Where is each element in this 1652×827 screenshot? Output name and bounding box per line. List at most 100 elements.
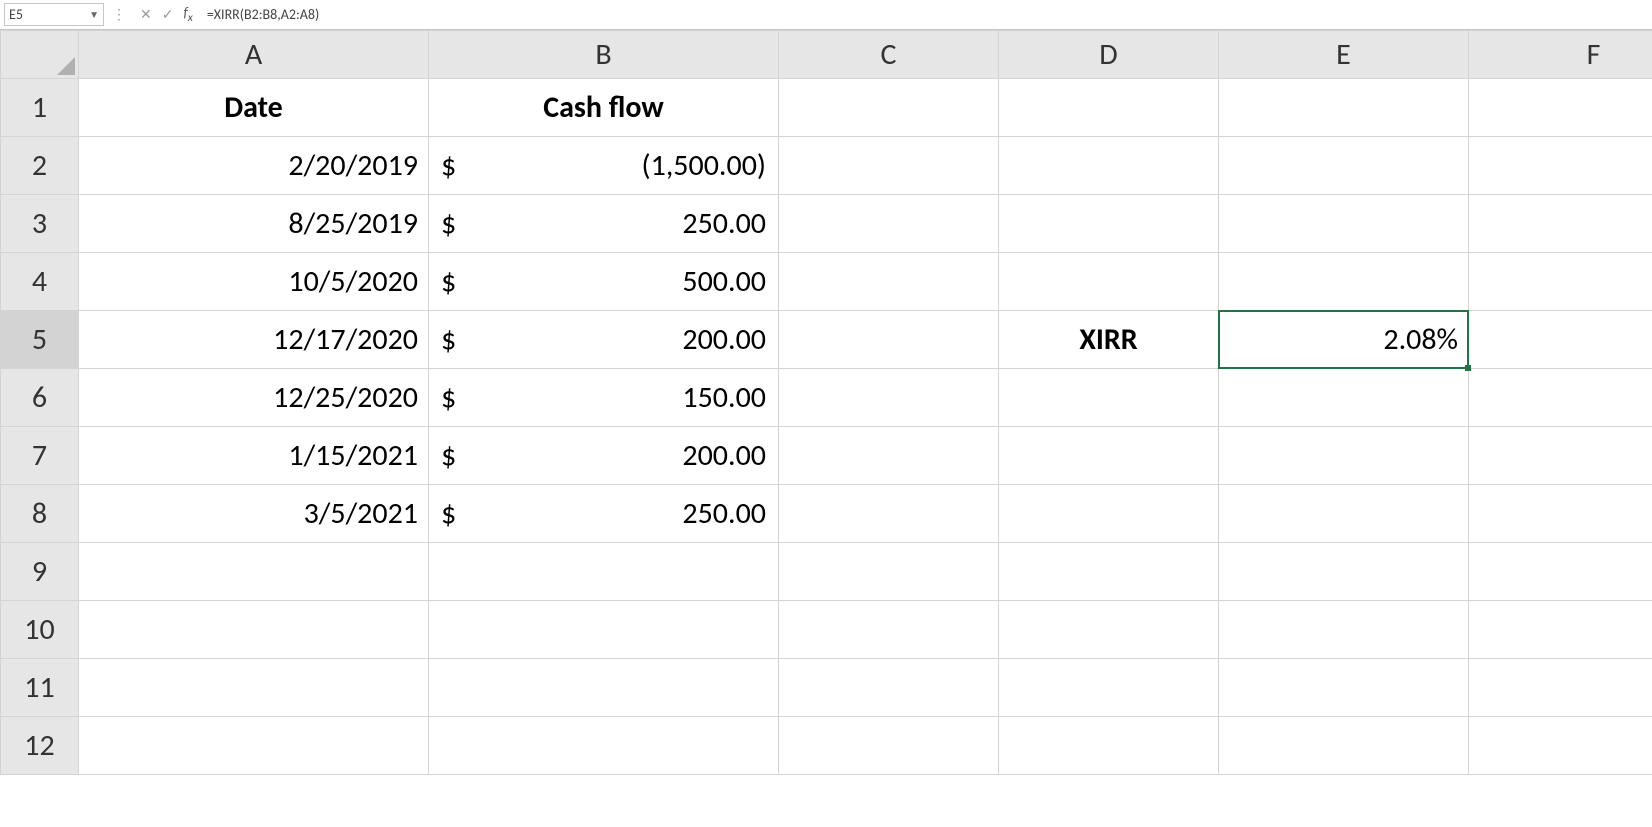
cell-E7[interactable] [1219,427,1469,485]
fx-icon[interactable]: fx [183,4,192,25]
cell-A7[interactable]: 1/15/2021 [79,427,429,485]
cell-C12[interactable] [779,717,999,775]
cell-D7[interactable] [999,427,1219,485]
cell-E11[interactable] [1219,659,1469,717]
row-header-3[interactable]: 3 [1,195,79,253]
cell-C2[interactable] [779,137,999,195]
cell-A5[interactable]: 12/17/2020 [79,311,429,369]
cell-E2[interactable] [1219,137,1469,195]
cell-E1[interactable] [1219,79,1469,137]
cell-F7[interactable] [1469,427,1652,485]
cell-D3[interactable] [999,195,1219,253]
cell-B9[interactable] [429,543,779,601]
cell-E3[interactable] [1219,195,1469,253]
cell-B2[interactable]: $(1,500.00) [429,137,779,195]
cell-C1[interactable] [779,79,999,137]
cell-B11[interactable] [429,659,779,717]
cancel-icon[interactable]: ✕ [140,6,152,23]
currency-symbol: $ [439,147,456,184]
cell-E10[interactable] [1219,601,1469,659]
cell-F6[interactable] [1469,369,1652,427]
cell-D10[interactable] [999,601,1219,659]
spreadsheet-grid[interactable]: A B C D E F 1 Date Cash flow 2 2/20/2019 [0,30,1652,827]
cell-C6[interactable] [779,369,999,427]
row-header-8[interactable]: 8 [1,485,79,543]
cell-D9[interactable] [999,543,1219,601]
cell-C8[interactable] [779,485,999,543]
cell-B8[interactable]: $250.00 [429,485,779,543]
cell-E4[interactable] [1219,253,1469,311]
cell-F12[interactable] [1469,717,1652,775]
cell-C4[interactable] [779,253,999,311]
row-header-4[interactable]: 4 [1,253,79,311]
cell-E12[interactable] [1219,717,1469,775]
cell-A11[interactable] [79,659,429,717]
formula-input[interactable]: =XIRR(B2:B8,A2:A8) [201,0,1652,29]
cell-A6[interactable]: 12/25/2020 [79,369,429,427]
cell-C10[interactable] [779,601,999,659]
row-header-11[interactable]: 11 [1,659,79,717]
cell-E5[interactable]: 2.08% [1219,311,1469,369]
cell-F1[interactable] [1469,79,1652,137]
row-header-5[interactable]: 5 [1,311,79,369]
cell-D2[interactable] [999,137,1219,195]
cell-F3[interactable] [1469,195,1652,253]
cell-F8[interactable] [1469,485,1652,543]
cell-F11[interactable] [1469,659,1652,717]
row-header-1[interactable]: 1 [1,79,79,137]
row-header-7[interactable]: 7 [1,427,79,485]
cell-F4[interactable] [1469,253,1652,311]
cell-F5[interactable] [1469,311,1652,369]
cell-A9[interactable] [79,543,429,601]
cell-D4[interactable] [999,253,1219,311]
cell-F9[interactable] [1469,543,1652,601]
name-box-dropdown-icon[interactable]: ▼ [89,8,99,21]
cell-A8[interactable]: 3/5/2021 [79,485,429,543]
cell-F10[interactable] [1469,601,1652,659]
select-all-corner[interactable] [1,31,79,79]
cell-D8[interactable] [999,485,1219,543]
cell-B6[interactable]: $150.00 [429,369,779,427]
enter-icon[interactable]: ✓ [162,6,174,23]
cell-A1[interactable]: Date [79,79,429,137]
cell-B10[interactable] [429,601,779,659]
col-header-D[interactable]: D [999,31,1219,79]
cell-A10[interactable] [79,601,429,659]
cell-A2[interactable]: 2/20/2019 [79,137,429,195]
row-header-9[interactable]: 9 [1,543,79,601]
cell-D1[interactable] [999,79,1219,137]
name-box[interactable]: E5 ▼ [4,3,104,26]
cell-D5[interactable]: XIRR [999,311,1219,369]
cell-B3[interactable]: $250.00 [429,195,779,253]
cell-E8[interactable] [1219,485,1469,543]
cell-D11[interactable] [999,659,1219,717]
row-header-10[interactable]: 10 [1,601,79,659]
col-header-F[interactable]: F [1469,31,1652,79]
cell-C7[interactable] [779,427,999,485]
cell-D6[interactable] [999,369,1219,427]
row-header-6[interactable]: 6 [1,369,79,427]
cell-A4[interactable]: 10/5/2020 [79,253,429,311]
col-header-E[interactable]: E [1219,31,1469,79]
col-header-C[interactable]: C [779,31,999,79]
cell-A3[interactable]: 8/25/2019 [79,195,429,253]
cell-B1[interactable]: Cash flow [429,79,779,137]
col-header-A[interactable]: A [79,31,429,79]
cell-E9[interactable] [1219,543,1469,601]
cell-C3[interactable] [779,195,999,253]
cell-E6[interactable] [1219,369,1469,427]
cell-B4[interactable]: $500.00 [429,253,779,311]
cell-B12[interactable] [429,717,779,775]
cell-C5[interactable] [779,311,999,369]
cell-B7[interactable]: $200.00 [429,427,779,485]
row-header-12[interactable]: 12 [1,717,79,775]
cell-A12[interactable] [79,717,429,775]
cell-C11[interactable] [779,659,999,717]
cell-C9[interactable] [779,543,999,601]
cell-F2[interactable] [1469,137,1652,195]
row-header-2[interactable]: 2 [1,137,79,195]
cell-D12[interactable] [999,717,1219,775]
col-header-B[interactable]: B [429,31,779,79]
currency-symbol: $ [439,379,456,416]
cell-B5[interactable]: $200.00 [429,311,779,369]
